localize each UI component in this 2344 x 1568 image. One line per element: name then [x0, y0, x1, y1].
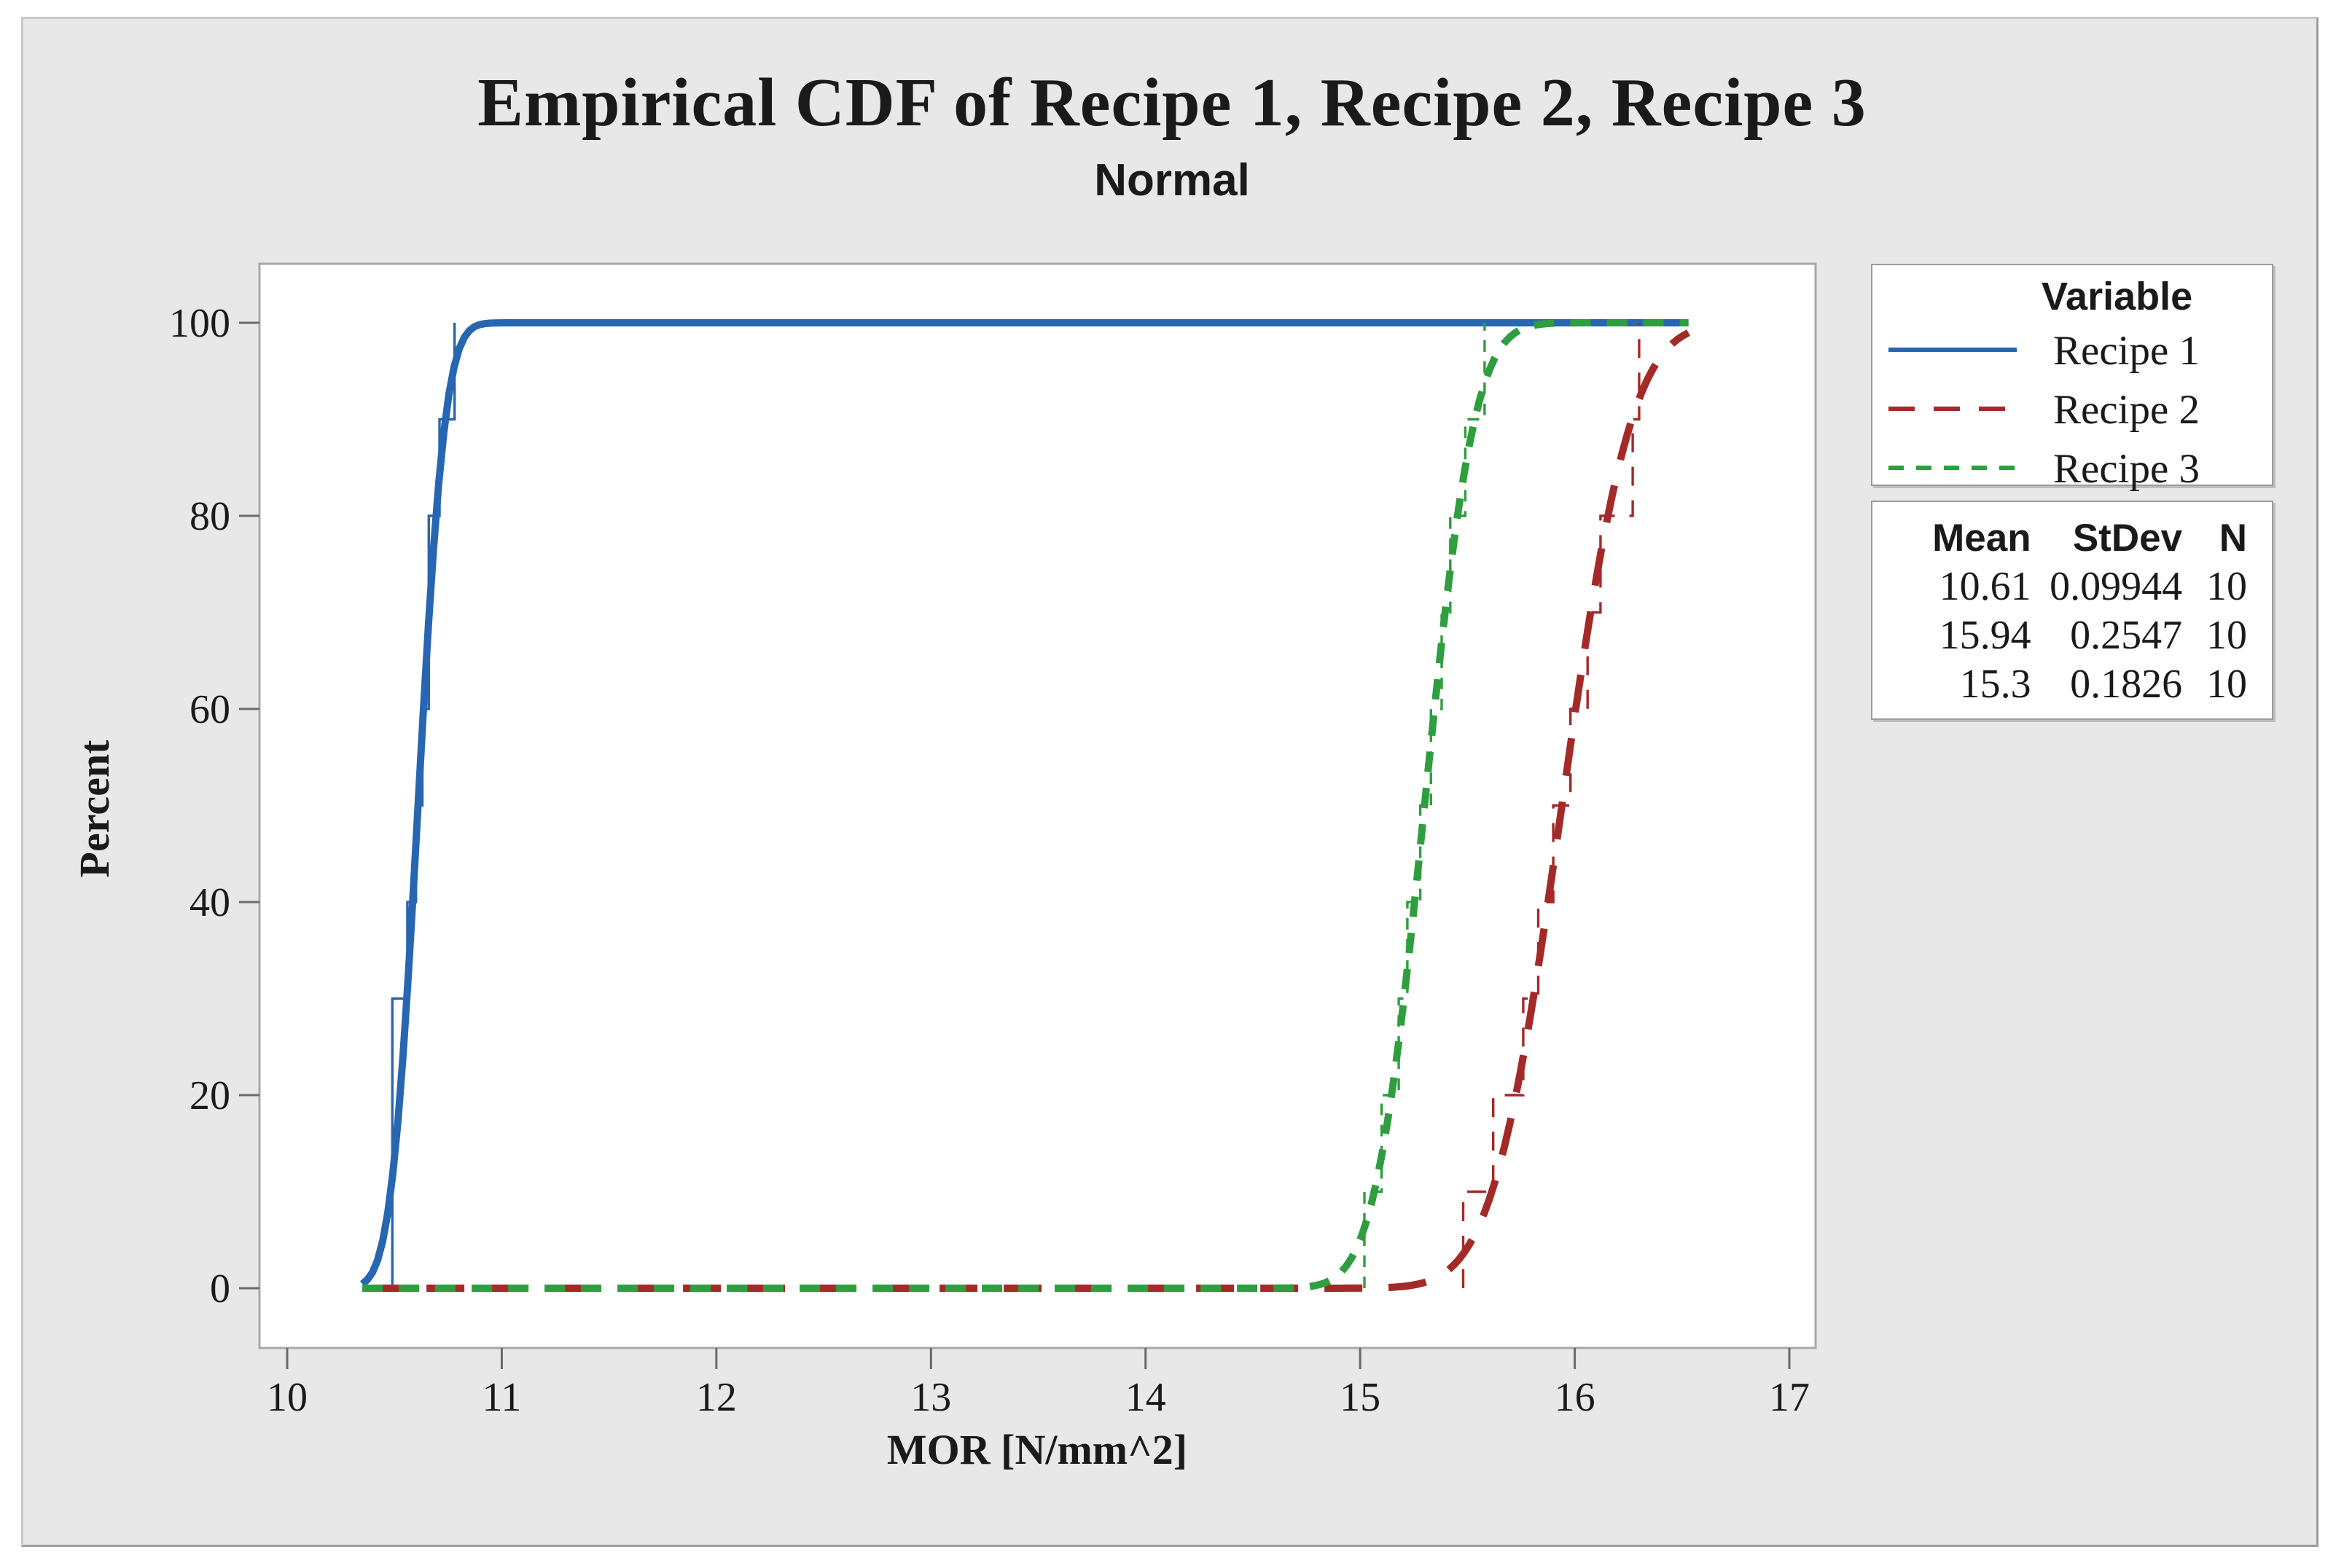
legend-item: Recipe 3	[1872, 439, 2272, 498]
stats-table: Mean StDev N 10.61 0.09944 10 15.94 0.2547 10 15.…	[1887, 514, 2247, 709]
fitted-normal-cdf	[359, 319, 1689, 1287]
fitted-normal-cdf	[362, 319, 1689, 1292]
y-tick-label: 60	[190, 687, 230, 732]
y-tick-label: 0	[210, 1266, 230, 1312]
x-tick-label: 11	[482, 1375, 522, 1420]
y-tick-label: 80	[190, 494, 230, 539]
legend-item: Recipe 1	[1872, 321, 2272, 380]
stats-value-cell: 15.94	[1939, 613, 2031, 658]
stats-value-cell: 10	[2206, 564, 2247, 609]
stats-header-cell: N	[2219, 517, 2247, 560]
legend-item-label: Recipe 1	[2053, 328, 2200, 375]
plot-frame	[258, 262, 1817, 1349]
x-tick-label: 16	[1554, 1375, 1595, 1420]
stats-value-cell: 15.3	[1959, 662, 2031, 707]
x-tick-label: 10	[267, 1375, 308, 1420]
legend-title: Variable	[2042, 275, 2193, 318]
x-tick-label: 13	[910, 1375, 952, 1420]
stats-value-cell: 0.2547	[2070, 613, 2183, 658]
y-tick-label: 40	[190, 880, 230, 925]
legend-item-label: Recipe 3	[2053, 446, 2200, 493]
legend-item-label: Recipe 2	[2053, 387, 2200, 434]
y-tick-label: 100	[169, 301, 230, 346]
y-tick-label: 20	[190, 1073, 230, 1118]
stats-value-cell: 10.61	[1939, 564, 2031, 609]
legend-line-swatch-icon	[1872, 404, 2033, 417]
x-tick-label: 15	[1340, 1375, 1381, 1420]
stats-box: Mean StDev N 10.61 0.09944 10 15.94 0.2547 10 15.…	[1871, 501, 2273, 720]
stats-value-cell: 0.09944	[2050, 564, 2183, 609]
legend-item: Recipe 2	[1872, 380, 2272, 439]
x-axis-title: MOR [N/mm^2]	[886, 1426, 1188, 1473]
stats-header-cell: StDev	[2072, 517, 2183, 560]
legend-rows: Recipe 1 Recipe 2 Recipe 3	[1872, 321, 2272, 498]
legend-line-swatch-icon	[1872, 463, 2033, 476]
legend-box: Variable Recipe 1 Recipe 2 Recipe 3	[1871, 264, 2273, 492]
chart-subtitle: Normal	[1094, 155, 1250, 205]
stats-header-cell: Mean	[1932, 517, 2031, 560]
empirical-cdf-steps	[1363, 323, 1486, 1288]
x-tick-label: 12	[695, 1375, 737, 1420]
x-tick-label: 14	[1125, 1375, 1166, 1420]
stats-value-cell: 0.1826	[2070, 662, 2183, 707]
stats-value-cell: 10	[2206, 613, 2247, 658]
stats-value-cell: 10	[2206, 662, 2247, 707]
legend-line-swatch-icon	[1872, 345, 2033, 358]
chart-title: Empirical CDF of Recipe 1, Recipe 2, Rec…	[477, 65, 1867, 141]
x-tick-label: 17	[1769, 1375, 1810, 1420]
